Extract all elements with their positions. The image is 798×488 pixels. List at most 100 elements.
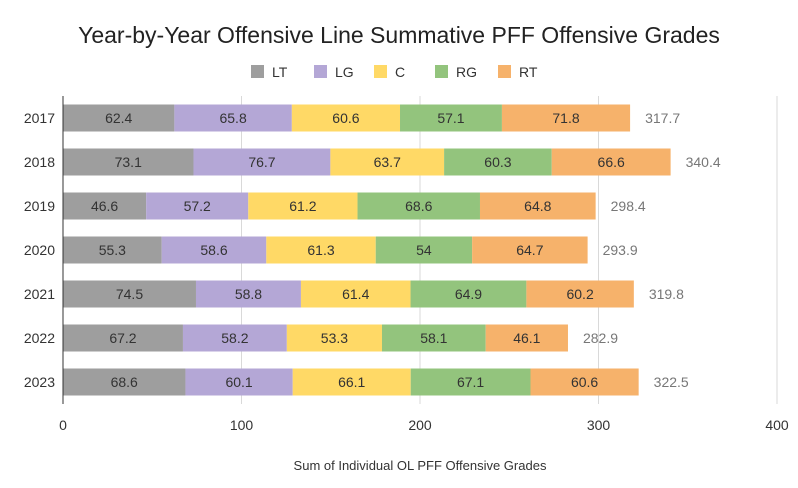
data-label: 74.5 — [116, 286, 143, 302]
legend-label: LG — [335, 64, 354, 80]
bar-segment-rt — [501, 104, 631, 132]
bar-segment-c — [292, 368, 411, 396]
total-label: 293.9 — [603, 242, 638, 258]
bar-row-2018: 73.1 76.7 63.7 60.3 66.6 340.4 — [63, 148, 721, 176]
y-tick-label: 2017 — [24, 110, 55, 126]
y-tick-label: 2018 — [24, 154, 55, 170]
chart-title: Year-by-Year Offensive Line Summative PF… — [78, 22, 720, 48]
data-label: 58.2 — [221, 330, 248, 346]
bar-segment-c — [286, 324, 382, 352]
legend-item-rg: RG — [435, 64, 477, 80]
legend-item-lt: LT — [251, 64, 288, 80]
data-label: 65.8 — [219, 110, 246, 126]
bar-row-2022: 67.2 58.2 53.3 58.1 46.1 282.9 — [63, 324, 618, 352]
data-label: 61.3 — [307, 242, 334, 258]
x-tick-label: 400 — [765, 417, 789, 433]
bar-segment-c — [330, 148, 445, 176]
bar-segment-rt — [530, 368, 639, 396]
x-axis: 0 100 200 300 400 — [59, 417, 789, 433]
x-tick-label: 100 — [230, 417, 254, 433]
bar-segment-lt — [63, 236, 162, 264]
x-axis-label: Sum of Individual OL PFF Offensive Grade… — [294, 458, 547, 473]
y-tick-label: 2019 — [24, 198, 55, 214]
total-label: 340.4 — [686, 154, 721, 170]
bar-row-2023: 68.6 60.1 66.1 67.1 60.6 322.5 — [63, 368, 689, 396]
bar-segment-lg — [174, 104, 292, 132]
data-label: 73.1 — [115, 154, 142, 170]
x-tick-label: 200 — [408, 417, 432, 433]
bar-segment-lt — [63, 192, 147, 220]
legend: LT LG C RG RT — [251, 64, 538, 80]
data-label: 61.4 — [342, 286, 369, 302]
y-tick-label: 2020 — [24, 242, 55, 258]
data-label: 64.8 — [524, 198, 551, 214]
data-label: 61.2 — [289, 198, 316, 214]
bar-row-2021: 74.5 58.8 61.4 64.9 60.2 319.8 — [63, 280, 684, 308]
bar-segment-lg — [195, 280, 301, 308]
bar-row-2020: 55.3 58.6 61.3 54 64.7 293.9 — [63, 236, 638, 264]
bar-segment-lt — [63, 368, 186, 396]
bar-segment-rg — [444, 148, 552, 176]
data-label: 71.8 — [552, 110, 579, 126]
data-label: 66.1 — [338, 374, 365, 390]
data-label: 60.2 — [566, 286, 593, 302]
legend-label: RT — [519, 64, 538, 80]
data-label: 64.7 — [516, 242, 543, 258]
bar-segment-lt — [63, 324, 183, 352]
bar-segment-rt — [472, 236, 588, 264]
data-label: 67.1 — [457, 374, 484, 390]
data-label: 57.2 — [184, 198, 211, 214]
y-tick-label: 2023 — [24, 374, 55, 390]
legend-swatch — [374, 65, 387, 78]
data-label: 76.7 — [248, 154, 275, 170]
data-label: 46.6 — [91, 198, 118, 214]
bar-segment-lg — [161, 236, 267, 264]
y-axis: 2017 2018 2019 2020 2021 2022 2023 — [24, 96, 64, 404]
legend-swatch — [498, 65, 511, 78]
legend-item-c: C — [374, 64, 405, 80]
bar-segment-lg — [182, 324, 287, 352]
total-label: 322.5 — [654, 374, 689, 390]
data-label: 58.8 — [235, 286, 262, 302]
legend-label: RG — [456, 64, 477, 80]
bar-row-2017: 62.4 65.8 60.6 57.1 71.8 317.7 — [63, 104, 680, 132]
bar-segment-rg — [381, 324, 486, 352]
y-tick-label: 2022 — [24, 330, 55, 346]
legend-swatch — [251, 65, 264, 78]
y-tick-label: 2021 — [24, 286, 55, 302]
data-label: 63.7 — [374, 154, 401, 170]
bar-segment-lt — [63, 148, 194, 176]
bar-segment-c — [266, 236, 376, 264]
legend-item-lg: LG — [314, 64, 354, 80]
total-label: 319.8 — [649, 286, 684, 302]
legend-label: C — [395, 64, 405, 80]
bar-segment-rg — [357, 192, 480, 220]
bar-segment-rg — [410, 280, 527, 308]
bar-segment-rg — [375, 236, 473, 264]
bar-segment-rt — [526, 280, 634, 308]
legend-swatch — [435, 65, 448, 78]
data-label: 64.9 — [455, 286, 482, 302]
data-label: 60.3 — [484, 154, 511, 170]
bar-segment-lg — [185, 368, 293, 396]
data-label: 55.3 — [99, 242, 126, 258]
data-label: 46.1 — [513, 330, 540, 346]
bar-segment-rg — [400, 104, 502, 132]
data-label: 58.6 — [200, 242, 227, 258]
legend-label: LT — [272, 64, 288, 80]
bar-segment-rt — [479, 192, 596, 220]
legend-item-rt: RT — [498, 64, 538, 80]
data-label: 68.6 — [405, 198, 432, 214]
data-label: 58.1 — [420, 330, 447, 346]
total-label: 317.7 — [645, 110, 680, 126]
bar-segment-rt — [485, 324, 568, 352]
bar-segment-lt — [63, 104, 175, 132]
data-label: 60.6 — [332, 110, 359, 126]
bar-segment-lg — [193, 148, 331, 176]
total-label: 282.9 — [583, 330, 618, 346]
data-label: 60.6 — [571, 374, 598, 390]
data-label: 68.6 — [111, 374, 138, 390]
x-tick-label: 0 — [59, 417, 67, 433]
bar-segment-rg — [410, 368, 531, 396]
